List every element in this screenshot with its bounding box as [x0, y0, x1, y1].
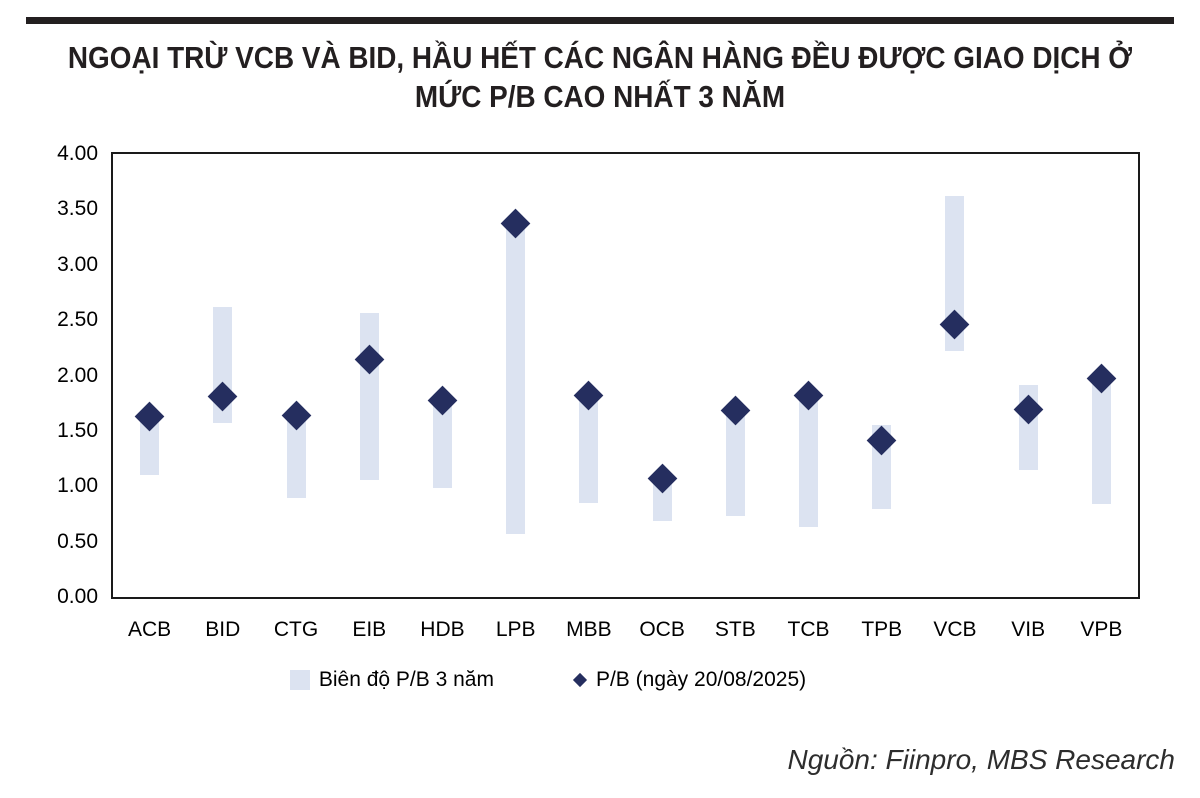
x-axis-label-stb: STB — [714, 618, 756, 641]
x-axis-label-hdb: HDB — [420, 618, 465, 641]
y-axis-tick-2.00: 2.00 — [57, 363, 98, 387]
x-axis-label-vcb: VCB — [933, 618, 977, 641]
top-divider-rule — [26, 17, 1174, 24]
x-axis-label-tcb: TCB — [787, 618, 830, 641]
chart-title-line-2: MỨC P/B CAO NHẤT 3 NĂM — [414, 79, 786, 114]
y-axis-tick-3.00: 3.00 — [57, 252, 98, 276]
source-credit: Nguồn: Fiinpro, MBS Research — [787, 744, 1175, 775]
y-axis-tick-4.00: 4.00 — [57, 142, 98, 165]
x-axis-label-ctg: CTG — [273, 618, 319, 641]
y-axis-tick-0.00: 0.00 — [57, 585, 98, 608]
x-axis-label-eib: EIB — [352, 618, 387, 641]
range-bar-ctg — [286, 415, 306, 499]
range-bar-stb — [725, 410, 745, 517]
y-axis-tick-0.50: 0.50 — [57, 529, 98, 553]
range-bar-acb — [140, 416, 160, 476]
plot-area — [111, 152, 1140, 599]
x-axis-label-mbb: MBB — [566, 618, 612, 641]
range-bar-mbb — [579, 395, 599, 503]
x-axis-label-tpb: TPB — [861, 618, 903, 641]
range-bar-vpb — [1091, 378, 1111, 504]
x-axis-label-bid: BID — [205, 618, 241, 641]
range-bar-hdb — [432, 400, 452, 489]
y-axis-tick-1.50: 1.50 — [57, 418, 98, 442]
y-axis-tick-2.50: 2.50 — [57, 308, 98, 332]
legend-item-pb: P/B (ngày 20/08/2025) — [572, 668, 806, 692]
chart-title: NGOẠI TRỪ VCB VÀ BID, HẦU HẾT CÁC NGÂN H… — [60, 38, 1140, 116]
x-axis-label-vpb: VPB — [1080, 618, 1123, 641]
x-axis-label-lpb: LPB — [495, 618, 536, 641]
chart-legend: Biên độ P/B 3 năm P/B (ngày 20/08/2025) — [0, 668, 1148, 692]
range-bar-eib — [359, 313, 379, 480]
diamond-marker-icon — [572, 672, 588, 688]
chart-title-line-1: NGOẠI TRỪ VCB VÀ BID, HẦU HẾT CÁC NGÂN H… — [67, 40, 1133, 75]
x-axis-label-ocb: OCB — [639, 618, 685, 641]
y-axis-tick-1.00: 1.00 — [57, 474, 98, 498]
legend-label-pb: P/B (ngày 20/08/2025) — [595, 668, 807, 691]
y-axis-tick-3.50: 3.50 — [57, 197, 98, 221]
x-axis-label-acb: ACB — [128, 618, 172, 641]
range-bar-swatch-icon — [289, 670, 310, 690]
legend-item-range: Biên độ P/B 3 năm — [289, 668, 494, 692]
chart-area: ACB BID CTG EIB HDB LPB MBB OCB STB TCB TPB VCB VIB V… — [0, 140, 1200, 660]
range-bar-tcb — [799, 395, 819, 528]
range-bar-lpb — [506, 223, 526, 534]
x-axis-label-vib: VIB — [1011, 618, 1046, 641]
legend-label-range: Biên độ P/B 3 năm — [318, 668, 494, 691]
